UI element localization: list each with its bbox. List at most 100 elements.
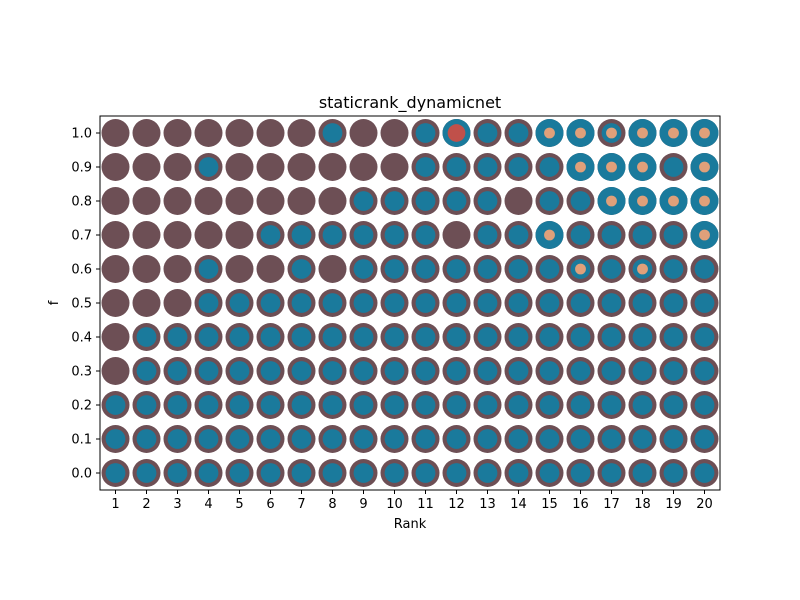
point-outer-rank-14-f-0.8 xyxy=(504,187,533,215)
point-middle-rank-11-f-0.7 xyxy=(415,225,436,245)
x-axis: 1 2 3 4 5 6 7 8 9 10 11 12 13 14 15 16 17 18 19 20 xyxy=(111,490,713,512)
point-middle-rank-12-f-0.1 xyxy=(446,429,467,449)
point-inner-rank-20-f-0.8 xyxy=(699,195,710,207)
point-middle-rank-14-f-0.6 xyxy=(508,259,529,279)
point-middle-rank-14-f-1.0 xyxy=(508,123,529,143)
point-middle-rank-13-f-1.0 xyxy=(477,123,498,143)
point-middle-rank-14-f-0.2 xyxy=(508,395,529,415)
point-middle-rank-12-f-0.9 xyxy=(446,157,467,177)
point-middle-rank-15-f-0.0 xyxy=(539,463,560,483)
point-middle-rank-14-f-0.4 xyxy=(508,327,529,347)
point-middle-rank-3-f-0.0 xyxy=(167,463,188,483)
x-tick-label: 12 xyxy=(448,497,465,512)
point-middle-rank-18-f-0.7 xyxy=(632,225,653,245)
point-outer-rank-5-f-0.6 xyxy=(225,255,254,283)
y-axis: 0.0 0.1 0.2 0.3 0.4 0.5 0.6 0.7 0.8 0.9 1.0 xyxy=(71,127,100,482)
point-outer-rank-4-f-0.8 xyxy=(194,187,223,215)
point-outer-rank-8-f-0.6 xyxy=(318,255,347,283)
point-middle-rank-3-f-0.1 xyxy=(167,429,188,449)
point-inner-rank-15-f-1.0 xyxy=(544,127,555,139)
y-tick-label: 1.0 xyxy=(71,127,92,142)
point-middle-rank-1-f-0.1 xyxy=(105,429,126,449)
point-middle-rank-19-f-0.6 xyxy=(663,259,684,279)
point-outer-rank-1-f-0.5 xyxy=(101,289,130,317)
point-middle-rank-7-f-0.4 xyxy=(291,327,312,347)
point-middle-rank-8-f-0.7 xyxy=(322,225,343,245)
point-middle-rank-19-f-0.9 xyxy=(663,157,684,177)
point-middle-rank-1-f-0.2 xyxy=(105,395,126,415)
point-outer-rank-3-f-0.7 xyxy=(163,221,192,249)
point-middle-rank-11-f-0.3 xyxy=(415,361,436,381)
point-inner-rank-18-f-0.6 xyxy=(637,263,648,275)
point-middle-rank-19-f-0.5 xyxy=(663,293,684,313)
x-tick-label: 15 xyxy=(541,497,558,512)
point-middle-rank-9-f-0.2 xyxy=(353,395,374,415)
point-middle-rank-8-f-0.0 xyxy=(322,463,343,483)
point-middle-rank-12-f-0.8 xyxy=(446,191,467,211)
point-middle-rank-1-f-0.0 xyxy=(105,463,126,483)
x-tick-label: 14 xyxy=(510,497,527,512)
point-middle-rank-5-f-0.3 xyxy=(229,361,250,381)
point-outer-rank-3-f-0.9 xyxy=(163,153,192,181)
point-outer-rank-1-f-0.4 xyxy=(101,323,130,351)
point-middle-rank-6-f-0.2 xyxy=(260,395,281,415)
point-outer-rank-7-f-1.0 xyxy=(287,119,316,147)
point-middle-rank-11-f-0.2 xyxy=(415,395,436,415)
point-middle-rank-20-f-0.2 xyxy=(694,395,715,415)
point-middle-rank-11-f-0.6 xyxy=(415,259,436,279)
point-middle-rank-20-f-0.0 xyxy=(694,463,715,483)
point-middle-rank-19-f-0.4 xyxy=(663,327,684,347)
point-inner-rank-19-f-0.8 xyxy=(668,195,679,207)
point-middle-rank-18-f-0.4 xyxy=(632,327,653,347)
point-inner-rank-17-f-0.8 xyxy=(606,195,617,207)
point-middle-rank-19-f-0.0 xyxy=(663,463,684,483)
point-middle-rank-12-f-0.3 xyxy=(446,361,467,381)
point-middle-rank-6-f-0.5 xyxy=(260,293,281,313)
point-middle-rank-6-f-0.4 xyxy=(260,327,281,347)
point-inner-rank-16-f-1.0 xyxy=(575,127,586,139)
point-middle-rank-2-f-0.0 xyxy=(136,463,157,483)
point-inner-rank-17-f-1.0 xyxy=(606,127,617,139)
point-inner-rank-18-f-1.0 xyxy=(637,127,648,139)
point-middle-rank-10-f-0.7 xyxy=(384,225,405,245)
point-outer-rank-6-f-1.0 xyxy=(256,119,285,147)
point-middle-rank-4-f-0.1 xyxy=(198,429,219,449)
point-middle-rank-7-f-0.6 xyxy=(291,259,312,279)
point-inner-rank-15-f-0.7 xyxy=(544,229,555,241)
point-middle-rank-2-f-0.1 xyxy=(136,429,157,449)
point-middle-rank-14-f-0.0 xyxy=(508,463,529,483)
y-tick-label: 0.6 xyxy=(71,263,92,278)
point-middle-rank-17-f-0.6 xyxy=(601,259,622,279)
point-middle-rank-3-f-0.2 xyxy=(167,395,188,415)
point-outer-rank-7-f-0.8 xyxy=(287,187,316,215)
point-middle-rank-16-f-0.1 xyxy=(570,429,591,449)
point-middle-rank-8-f-0.5 xyxy=(322,293,343,313)
point-outer-rank-10-f-0.9 xyxy=(380,153,409,181)
point-middle-rank-18-f-0.5 xyxy=(632,293,653,313)
point-middle-rank-15-f-0.1 xyxy=(539,429,560,449)
point-outer-rank-6-f-0.8 xyxy=(256,187,285,215)
x-tick-label: 10 xyxy=(386,497,403,512)
point-outer-rank-6-f-0.9 xyxy=(256,153,285,181)
point-middle-rank-8-f-1.0 xyxy=(322,123,343,143)
point-middle-rank-12-f-0.4 xyxy=(446,327,467,347)
point-middle-rank-10-f-0.1 xyxy=(384,429,405,449)
point-middle-rank-11-f-0.5 xyxy=(415,293,436,313)
point-middle-rank-19-f-0.2 xyxy=(663,395,684,415)
x-tick-label: 2 xyxy=(142,497,150,512)
point-middle-rank-18-f-0.3 xyxy=(632,361,653,381)
point-middle-rank-11-f-0.8 xyxy=(415,191,436,211)
point-middle-rank-2-f-0.4 xyxy=(136,327,157,347)
point-outer-rank-3-f-0.8 xyxy=(163,187,192,215)
y-axis-label: f xyxy=(47,300,62,305)
x-tick-label: 16 xyxy=(572,497,589,512)
point-middle-rank-7-f-0.3 xyxy=(291,361,312,381)
x-tick-label: 1 xyxy=(111,497,119,512)
point-middle-rank-8-f-0.3 xyxy=(322,361,343,381)
point-inner-rank-18-f-0.8 xyxy=(637,195,648,207)
point-middle-rank-9-f-0.1 xyxy=(353,429,374,449)
point-middle-rank-9-f-0.6 xyxy=(353,259,374,279)
point-middle-rank-16-f-0.4 xyxy=(570,327,591,347)
point-middle-rank-15-f-0.2 xyxy=(539,395,560,415)
